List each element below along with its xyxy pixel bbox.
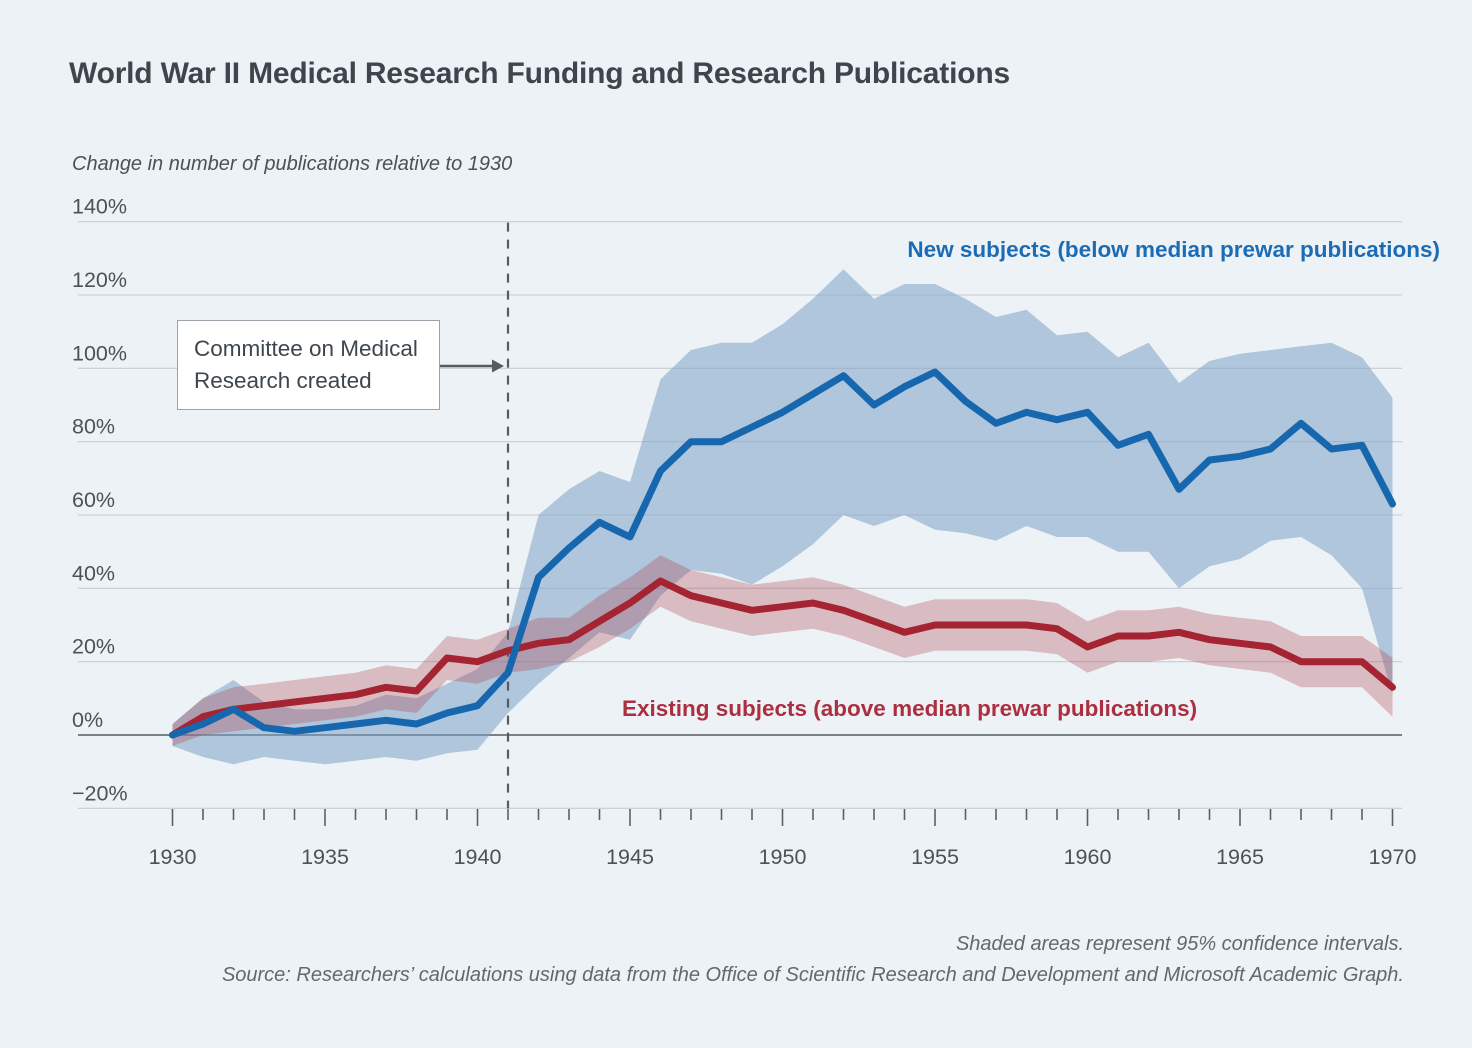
x-tick-label-1930: 1930 (149, 845, 197, 869)
x-tick-label-1965: 1965 (1216, 845, 1264, 869)
y-tick-label-60: 60% (72, 488, 115, 512)
y-tick-label-40: 40% (72, 561, 115, 585)
y-tick-label--20: −20% (72, 781, 128, 805)
x-tick-label-1935: 1935 (301, 845, 349, 869)
legend-new-subjects: New subjects (below median prewar public… (907, 237, 1440, 262)
footnotes: Shaded areas represent 95% confidence in… (222, 929, 1404, 991)
y-tick-label-140: 140% (72, 195, 127, 219)
y-tick-label-0: 0% (72, 708, 103, 732)
chart-title: World War II Medical Research Funding an… (69, 57, 1010, 90)
annotation-box: Committee on Medical Research created (177, 320, 440, 410)
new-subjects-confidence-band (172, 269, 1393, 765)
x-tick-label-1940: 1940 (454, 845, 502, 869)
y-tick-label-100: 100% (72, 341, 127, 365)
existing-subjects-line (169, 577, 1396, 739)
new-subjects-line (169, 368, 1396, 739)
y-axis-title: Change in number of publications relativ… (72, 153, 513, 175)
x-tick-label-1950: 1950 (759, 845, 807, 869)
x-tick-label-1970: 1970 (1369, 845, 1417, 869)
x-tick-label-1945: 1945 (606, 845, 654, 869)
x-tick-label-1955: 1955 (911, 845, 959, 869)
annotation-arrow-head-icon (492, 359, 504, 373)
y-tick-label-120: 120% (72, 268, 127, 292)
footnote-confidence: Shaded areas represent 95% confidence in… (955, 933, 1404, 955)
existing-subjects-confidence-band (172, 555, 1393, 746)
y-tick-label-80: 80% (72, 415, 115, 439)
annotation-text: Committee on Medical Research created (194, 336, 418, 393)
legend-existing-subjects: Existing subjects (above median prewar p… (622, 696, 1198, 721)
footnote-source: Source: Researchers’ calculations using … (221, 964, 1404, 986)
y-tick-label-20: 20% (72, 635, 115, 659)
x-tick-label-1960: 1960 (1064, 845, 1112, 869)
